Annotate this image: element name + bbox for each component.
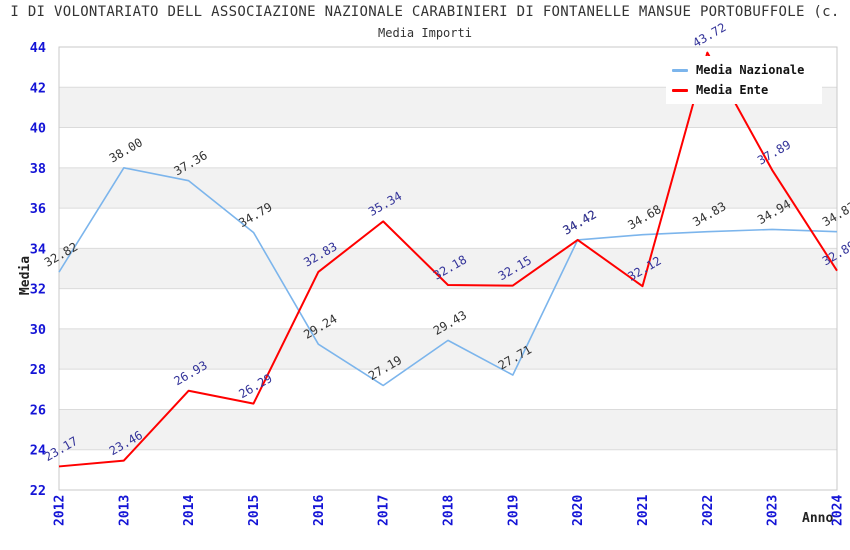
legend-label: Media Nazionale [696, 63, 805, 77]
y-tick-label: 26 [30, 402, 46, 418]
legend-item-media-ente[interactable]: Media Ente [672, 80, 822, 100]
legend-label: Media Ente [696, 83, 769, 97]
x-tick-label: 2017 [377, 495, 392, 526]
legend-swatch-red-icon [672, 88, 688, 92]
x-tick-label: 2012 [53, 495, 68, 526]
grid-band [59, 409, 837, 450]
y-tick-label: 42 [30, 80, 46, 96]
y-tick-label: 36 [30, 201, 46, 217]
x-tick-label: 2020 [571, 495, 586, 526]
y-tick-label: 22 [30, 483, 46, 499]
x-tick-label: 2014 [182, 495, 197, 526]
y-axis-title: Media [18, 255, 34, 296]
x-tick-label: 2019 [506, 495, 521, 526]
series-line-media-ente[interactable] [58, 51, 838, 468]
y-tick-label: 32 [30, 282, 46, 298]
grid-band [59, 167, 837, 209]
x-tick-label: 2015 [247, 495, 262, 526]
y-tick-label: 38 [30, 161, 46, 177]
chart-title: I DI VOLONTARIATO DELL ASSOCIAZIONE NAZI… [10, 4, 840, 20]
x-tick-label: 2016 [312, 495, 327, 526]
data-label: 37.89 [755, 137, 793, 167]
data-label: 34.42 [561, 207, 599, 237]
grid-band [59, 328, 837, 370]
x-tick-label: 2023 [766, 495, 781, 526]
legend: Media Nazionale Media Ente [666, 56, 822, 104]
x-tick-label: 2024 [831, 495, 846, 526]
y-tick-label: 44 [30, 40, 46, 56]
y-tick-label: 34 [30, 241, 46, 257]
x-tick-label: 2021 [636, 495, 651, 526]
x-tick-label: 2018 [442, 495, 457, 526]
data-label: 43.72 [690, 20, 728, 50]
grid-band [59, 248, 837, 289]
legend-item-media-nazionale[interactable]: Media Nazionale [672, 60, 822, 80]
x-axis-title: Anno [802, 511, 834, 526]
y-tick-label: 24 [30, 443, 46, 459]
chart-subtitle: Media Importi [378, 26, 472, 40]
y-tick-label: 28 [30, 362, 46, 378]
y-tick-label: 40 [30, 121, 46, 137]
x-tick-label: 2022 [701, 495, 716, 526]
x-tick-label: 2013 [117, 495, 132, 526]
legend-swatch-blue-icon [672, 68, 688, 72]
y-tick-label: 30 [30, 322, 46, 338]
plot-border [58, 46, 838, 491]
data-label: 26.29 [236, 371, 274, 401]
series-line-media-nazionale[interactable] [58, 167, 838, 387]
data-label: 38.00 [107, 135, 145, 165]
